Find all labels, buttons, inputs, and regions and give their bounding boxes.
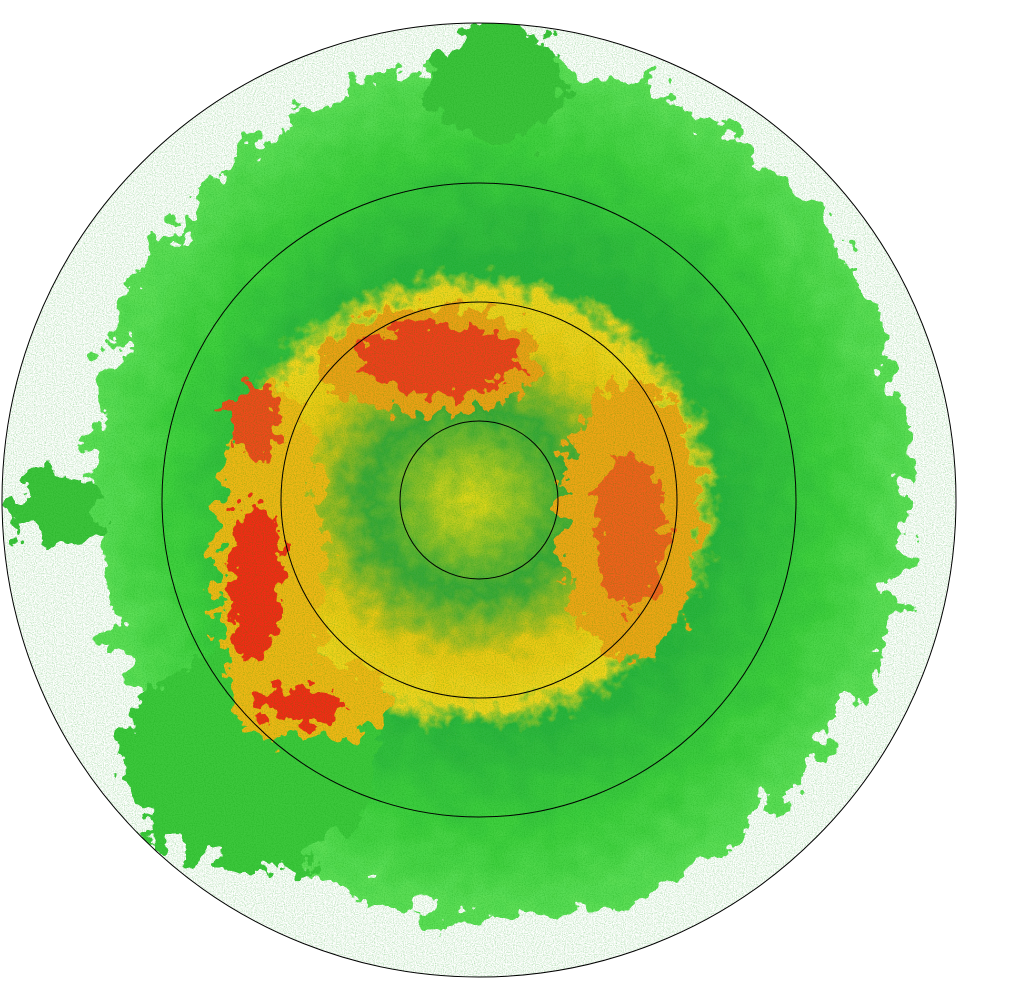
range-rings [1, 22, 957, 978]
range-ring [280, 301, 678, 699]
range-ring [161, 182, 797, 818]
range-ring [1, 22, 957, 978]
range-ring [399, 420, 559, 580]
